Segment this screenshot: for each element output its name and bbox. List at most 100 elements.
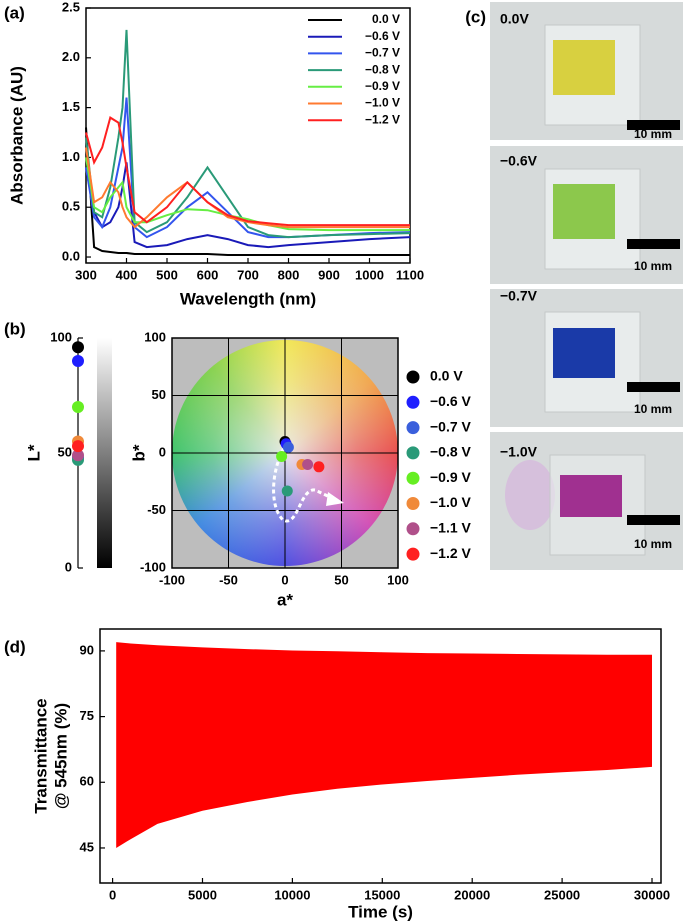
photo-label: −0.6V <box>500 153 538 169</box>
legend-marker <box>406 547 420 561</box>
legend-label: −0.7 V <box>430 418 472 434</box>
y-axis-title: @ 545nm (%) <box>51 703 70 809</box>
y-tick-label: 50 <box>152 387 166 402</box>
legend-label: −1.0 V <box>430 494 472 510</box>
x-tick-label: 300 <box>75 267 97 282</box>
lightness-bar <box>97 338 112 568</box>
x-tick-label: 0 <box>109 887 116 902</box>
y-tick-label: 0.5 <box>62 199 80 214</box>
series-line <box>85 116 410 227</box>
x-tick-label: 10000 <box>274 887 310 902</box>
y-axis-title: L* <box>24 444 43 461</box>
series-line <box>85 29 411 239</box>
x-tick-label: 5000 <box>188 887 217 902</box>
series-line <box>85 157 410 232</box>
legend-label: −1.2 V <box>430 545 472 561</box>
legend-marker <box>406 497 420 510</box>
y-tick-label: 100 <box>144 329 166 344</box>
photo-label: 0.0V <box>500 11 529 27</box>
x-tick-label: 1100 <box>396 267 424 282</box>
x-axis-title: a* <box>277 590 293 609</box>
y-tick-label: 90 <box>80 642 94 657</box>
legend-label: −0.9 V <box>430 469 472 485</box>
x-tick-label: 20000 <box>454 887 490 902</box>
x-tick-label: 15000 <box>364 887 400 902</box>
x-tick-label: 500 <box>156 267 178 282</box>
point <box>72 341 84 354</box>
panel-label: (c) <box>465 7 486 26</box>
legend-label: −1.1 V <box>430 520 472 536</box>
legend-marker <box>406 395 420 409</box>
legend-label: −0.6 V <box>365 29 400 43</box>
photo: −0.7V 10 mm <box>490 288 683 427</box>
photo: 0.0V 10 mm <box>490 2 683 141</box>
y-tick-label: -100 <box>140 559 166 574</box>
x-tick-label: 100 <box>387 572 409 587</box>
legend-marker <box>406 421 420 435</box>
legend-label: −0.9 V <box>365 79 400 93</box>
y-axis-title: Transmittance <box>31 698 50 813</box>
panel-label: (a) <box>4 3 25 22</box>
point <box>72 401 84 413</box>
y-tick-label: 0 <box>65 559 72 574</box>
point <box>72 449 84 462</box>
point <box>313 461 325 473</box>
y-tick-label: 1.5 <box>62 99 80 114</box>
series-line <box>85 127 410 256</box>
legend-marker <box>406 522 420 536</box>
scale-label: 10 mm <box>634 259 672 273</box>
panel-label: (d) <box>4 637 26 656</box>
x-tick-label: 25000 <box>544 887 580 902</box>
y-tick-label: 75 <box>80 708 94 723</box>
x-tick-label: 50 <box>334 572 348 587</box>
y-tick-label: 2.5 <box>62 0 80 14</box>
x-tick-label: -50 <box>219 572 238 587</box>
legend-label: −0.8 V <box>430 444 472 460</box>
x-tick-label: 400 <box>116 267 138 282</box>
y-tick-label: 0 <box>159 444 166 459</box>
trend-arrow <box>272 442 333 523</box>
x-tick-label: 700 <box>237 267 259 282</box>
y-tick-label: 60 <box>80 774 94 789</box>
x-tick-label: 800 <box>278 267 300 282</box>
y-tick-label: -50 <box>147 502 166 517</box>
x-tick-label: -100 <box>159 572 185 587</box>
y-tick-label: 1.0 <box>62 149 80 164</box>
legend-label: −1.0 V <box>365 96 400 110</box>
x-tick-label: 600 <box>197 267 219 282</box>
y-axis-title: Absorbance (AU) <box>7 66 26 205</box>
point <box>72 440 84 453</box>
point <box>282 441 294 453</box>
photo-label: −0.7V <box>500 288 538 304</box>
y-axis-title: b* <box>129 444 148 461</box>
legend-label: −0.7 V <box>365 46 400 60</box>
plot-frame <box>99 628 662 884</box>
point <box>72 355 84 367</box>
panel-label: (b) <box>4 319 26 338</box>
x-axis-title: Time (s) <box>348 902 413 921</box>
legend-label: −0.6 V <box>430 393 472 409</box>
photo: −1.0V 10 mm <box>490 432 683 570</box>
scale-label: 10 mm <box>634 402 672 416</box>
legend-label: 0.0 V <box>372 12 400 26</box>
legend-marker <box>406 370 420 384</box>
point <box>302 459 314 470</box>
legend-label: 0.0 V <box>430 368 463 384</box>
x-tick-label: 900 <box>318 267 340 282</box>
legend-label: −0.8 V <box>365 62 400 76</box>
series-line <box>85 162 411 249</box>
y-tick-label: 0.0 <box>62 248 80 263</box>
point <box>281 485 293 497</box>
photo: −0.6V 10 mm <box>490 146 683 284</box>
point <box>276 450 288 462</box>
y-tick-label: 100 <box>50 329 72 344</box>
x-tick-label: 30000 <box>634 887 670 902</box>
x-axis-title: Wavelength (nm) <box>180 289 316 308</box>
legend-label: −1.2 V <box>365 112 400 126</box>
plot-frame <box>171 337 399 569</box>
transmittance-band <box>116 642 652 848</box>
arrow-head <box>326 492 344 506</box>
photo-label: −1.0V <box>500 444 538 460</box>
y-tick-label: 50 <box>58 444 72 459</box>
